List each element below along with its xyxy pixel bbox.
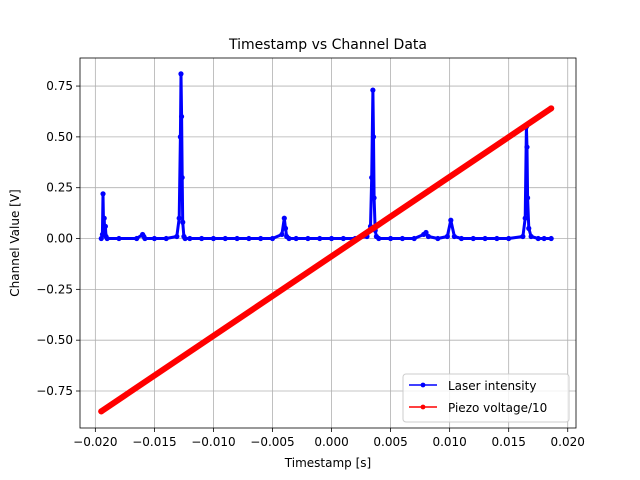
legend-box bbox=[402, 373, 570, 423]
x-tick-label: −0.015 bbox=[132, 435, 176, 449]
y-axis-label: Channel Value [V] bbox=[8, 189, 22, 296]
y-tick-label: 0.50 bbox=[46, 130, 73, 144]
data-point-laser-intensity bbox=[293, 235, 299, 242]
data-point-laser-intensity bbox=[524, 144, 530, 150]
data-point-laser-intensity bbox=[269, 235, 276, 242]
data-point-laser-intensity bbox=[180, 219, 186, 225]
x-tick-label: 0.010 bbox=[432, 435, 466, 449]
data-point-laser-intensity bbox=[101, 215, 107, 221]
data-point-laser-intensity bbox=[470, 235, 476, 242]
x-tick-label: −0.020 bbox=[73, 435, 117, 449]
plot-area bbox=[98, 71, 555, 415]
x-tick-label: 0.015 bbox=[492, 435, 526, 449]
data-point-laser-intensity bbox=[187, 235, 193, 242]
data-point-laser-intensity bbox=[494, 235, 500, 242]
data-point-laser-intensity bbox=[370, 87, 376, 93]
data-point-laser-intensity bbox=[182, 235, 188, 242]
legend: Laser intensity Piezo voltage/10 bbox=[402, 373, 570, 423]
data-point-laser-intensity bbox=[116, 235, 122, 242]
data-point-laser-intensity bbox=[524, 195, 531, 201]
data-point-laser-intensity bbox=[423, 229, 429, 236]
data-point-laser-intensity bbox=[246, 235, 252, 242]
data-point-laser-intensity bbox=[98, 235, 104, 242]
legend-marker-laser bbox=[420, 382, 426, 388]
data-point-piezo-voltage bbox=[548, 105, 555, 112]
data-point-laser-intensity bbox=[387, 235, 394, 242]
data-point-laser-intensity bbox=[142, 235, 148, 242]
data-point-laser-intensity bbox=[371, 195, 377, 201]
data-point-laser-intensity bbox=[506, 235, 512, 242]
data-point-laser-intensity bbox=[526, 225, 532, 231]
data-point-laser-intensity bbox=[458, 235, 465, 242]
y-tick-label: −0.25 bbox=[36, 282, 73, 296]
data-point-laser-intensity bbox=[451, 233, 457, 240]
data-point-laser-intensity bbox=[520, 233, 526, 240]
y-tick-label: −0.50 bbox=[36, 333, 73, 347]
axes-frame bbox=[79, 57, 577, 429]
data-point-laser-intensity bbox=[281, 215, 287, 221]
data-point-laser-intensity bbox=[305, 235, 311, 242]
legend-label-laser: Laser intensity bbox=[448, 379, 536, 393]
y-tick-label: −0.75 bbox=[36, 384, 73, 398]
data-point-laser-intensity bbox=[399, 235, 405, 242]
x-tick-label: −0.010 bbox=[191, 435, 235, 449]
data-point-laser-intensity bbox=[425, 233, 431, 240]
axis-ticks: −0.020 −0.015 −0.010 −0.005 0.000 0.005 0.010 0… bbox=[36, 79, 585, 449]
x-tick-label: −0.005 bbox=[250, 435, 294, 449]
data-point-laser-intensity bbox=[102, 223, 108, 229]
x-tick-label: 0.020 bbox=[551, 435, 585, 449]
data-point-laser-intensity bbox=[176, 215, 182, 221]
data-point-laser-intensity bbox=[174, 233, 180, 240]
data-point-laser-intensity bbox=[199, 235, 205, 242]
data-point-laser-intensity bbox=[528, 233, 534, 240]
data-point-laser-intensity bbox=[369, 174, 375, 181]
data-point-laser-intensity bbox=[234, 235, 240, 242]
x-tick-label: 0.005 bbox=[373, 435, 407, 449]
data-point-laser-intensity bbox=[535, 235, 541, 242]
legend-marker-piezo bbox=[420, 404, 426, 410]
data-point-laser-intensity bbox=[435, 235, 441, 242]
data-point-laser-intensity bbox=[340, 235, 346, 242]
data-point-laser-intensity bbox=[376, 235, 382, 242]
data-point-piezo-voltage bbox=[98, 408, 105, 415]
data-point-laser-intensity bbox=[448, 217, 454, 223]
data-point-laser-intensity bbox=[444, 233, 450, 240]
data-point-laser-intensity bbox=[411, 235, 417, 242]
x-axis-label: Timestamp [s] bbox=[284, 456, 371, 470]
data-point-laser-intensity bbox=[104, 235, 110, 242]
y-tick-label: 0.75 bbox=[46, 79, 73, 93]
x-tick-label: 0.000 bbox=[314, 435, 348, 449]
data-point-laser-intensity bbox=[548, 235, 554, 242]
y-tick-label: 0.00 bbox=[46, 232, 73, 246]
data-point-laser-intensity bbox=[210, 235, 217, 242]
data-point-laser-intensity bbox=[328, 235, 335, 242]
data-point-laser-intensity bbox=[100, 191, 106, 197]
data-point-laser-intensity bbox=[482, 235, 488, 242]
data-point-laser-intensity bbox=[279, 231, 285, 238]
y-tick-label: 0.25 bbox=[46, 181, 73, 195]
legend-label-piezo: Piezo voltage/10 bbox=[448, 401, 547, 415]
data-point-laser-intensity bbox=[370, 134, 377, 140]
data-point-laser-intensity bbox=[317, 235, 323, 242]
chart-title: Timestamp vs Channel Data bbox=[228, 37, 427, 53]
data-point-laser-intensity bbox=[151, 235, 157, 242]
data-point-laser-intensity bbox=[541, 235, 547, 242]
data-point-laser-intensity bbox=[134, 235, 140, 242]
data-point-laser-intensity bbox=[282, 225, 289, 231]
data-point-laser-intensity bbox=[222, 235, 228, 242]
data-point-laser-intensity bbox=[178, 113, 185, 120]
data-point-laser-intensity bbox=[178, 71, 184, 77]
series-line-piezo-voltage bbox=[98, 105, 555, 415]
data-point-laser-intensity bbox=[522, 215, 528, 221]
data-point-laser-intensity bbox=[258, 235, 264, 242]
data-point-laser-intensity bbox=[286, 235, 292, 242]
data-point-laser-intensity bbox=[179, 174, 185, 181]
data-point-laser-intensity bbox=[163, 235, 169, 242]
data-point-laser-intensity bbox=[177, 134, 183, 140]
